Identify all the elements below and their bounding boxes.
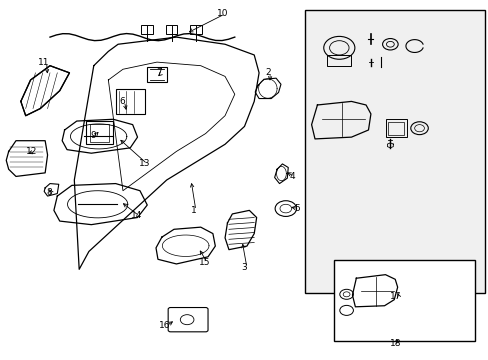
Text: 8: 8 [46, 188, 52, 197]
Bar [305, 10, 484, 293]
Bar [90, 124, 109, 142]
Bar [387, 122, 404, 135]
Text: 12: 12 [26, 147, 37, 156]
Text: 14: 14 [131, 211, 142, 220]
Text: 17: 17 [389, 292, 401, 301]
Text: 13: 13 [139, 159, 150, 168]
Polygon shape [21, 66, 69, 116]
Text: 2: 2 [264, 68, 270, 77]
Text: 4: 4 [289, 172, 294, 181]
Text: 7: 7 [156, 68, 162, 77]
Bar [190, 24, 201, 33]
Bar [116, 89, 144, 114]
Bar [165, 24, 177, 33]
Text: 15: 15 [199, 258, 210, 267]
Bar [385, 119, 407, 137]
Text: 16: 16 [158, 321, 170, 330]
Text: 18: 18 [389, 339, 401, 348]
Bar [86, 121, 113, 144]
Text: 5: 5 [294, 204, 299, 213]
Bar [147, 67, 166, 82]
Text: 11: 11 [39, 58, 50, 67]
Text: 3: 3 [241, 263, 247, 272]
Bar [141, 24, 153, 33]
Text: 9: 9 [90, 131, 96, 140]
Text: 6: 6 [119, 97, 124, 106]
Text: 1: 1 [190, 206, 196, 215]
Bar [326, 55, 351, 66]
Bar [334, 260, 474, 341]
Text: 10: 10 [216, 9, 228, 18]
